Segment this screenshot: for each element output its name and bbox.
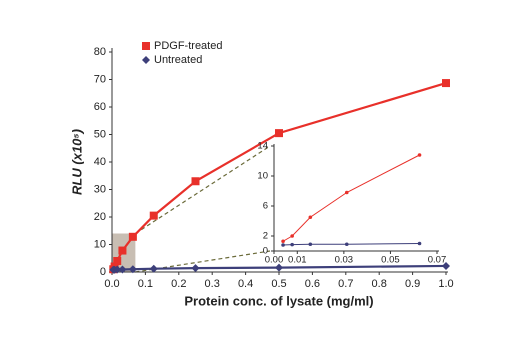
y-tick-label: 40 — [94, 156, 106, 168]
marker — [191, 264, 200, 273]
legend-label: Untreated — [154, 54, 202, 66]
x-tick-label: 0.00 — [265, 255, 284, 266]
legend-label: PDGF-treated — [154, 40, 222, 52]
x-tick-label: 0.9 — [405, 278, 420, 290]
marker — [344, 242, 349, 247]
x-tick-label: 0.5 — [271, 278, 286, 290]
x-tick-label: 0.0 — [104, 278, 119, 290]
marker — [191, 177, 200, 186]
y-tick-label: 80 — [94, 46, 106, 58]
y-tick-label: 20 — [94, 211, 106, 223]
marker — [149, 264, 158, 273]
y-tick-label: 60 — [94, 101, 106, 113]
x-tick-label: 0.01 — [288, 255, 307, 266]
y-tick-label: 6 — [263, 201, 268, 212]
marker — [118, 265, 127, 274]
x-tick-label: 0.2 — [171, 278, 186, 290]
marker — [128, 265, 137, 274]
x-tick-label: 0.07 — [428, 255, 447, 266]
marker — [281, 243, 285, 247]
x-tick-label: 0.03 — [335, 255, 354, 266]
marker — [149, 211, 158, 220]
marker — [290, 234, 294, 238]
x-tick-label: 1.0 — [438, 278, 453, 290]
y-tick-label: 10 — [257, 171, 268, 182]
marker — [344, 190, 349, 195]
series-line — [283, 243, 420, 246]
marker — [275, 263, 283, 272]
marker — [290, 242, 294, 247]
legend-marker — [142, 42, 150, 50]
x-tick-label: 0.8 — [372, 278, 387, 290]
y-tick-label: 50 — [94, 128, 106, 140]
y-tick-label: 14 — [257, 141, 268, 152]
y-tick-label: 0 — [100, 266, 106, 278]
y-tick-label: 70 — [94, 73, 106, 85]
x-tick-label: 0.7 — [338, 278, 353, 290]
y-tick-label: 2 — [263, 231, 268, 242]
inset-plot: 0 2 6 10 14 0.00 0.01 0.03 0.05 0.07 — [257, 141, 446, 266]
x-axis-title: Protein conc. of lysate (mg/ml) — [184, 293, 373, 308]
y-axis-title: RLU (x10⁵) — [69, 129, 84, 195]
x-tick-label: 0.3 — [205, 278, 220, 290]
marker — [118, 246, 127, 255]
marker — [417, 241, 422, 246]
y-tick-label: 10 — [94, 238, 106, 250]
marker — [417, 153, 422, 157]
marker — [128, 232, 137, 241]
x-tick-label: 0.1 — [138, 278, 153, 290]
marker — [442, 79, 450, 88]
x-tick-label: 0.6 — [305, 278, 320, 290]
marker — [442, 261, 450, 270]
series-line — [112, 82, 447, 270]
series-line — [282, 154, 420, 242]
marker — [275, 129, 283, 138]
marker — [113, 257, 122, 265]
marker — [308, 242, 313, 247]
legend-marker — [142, 56, 150, 64]
zoom-connector — [135, 145, 271, 235]
y-tick-label: 0 — [263, 246, 268, 257]
x-tick-label: 0.05 — [381, 255, 400, 266]
marker — [113, 265, 122, 274]
x-tick-label: 0.4 — [238, 278, 253, 290]
y-tick-label: 30 — [94, 183, 106, 195]
marker — [281, 239, 285, 244]
marker — [308, 215, 313, 220]
